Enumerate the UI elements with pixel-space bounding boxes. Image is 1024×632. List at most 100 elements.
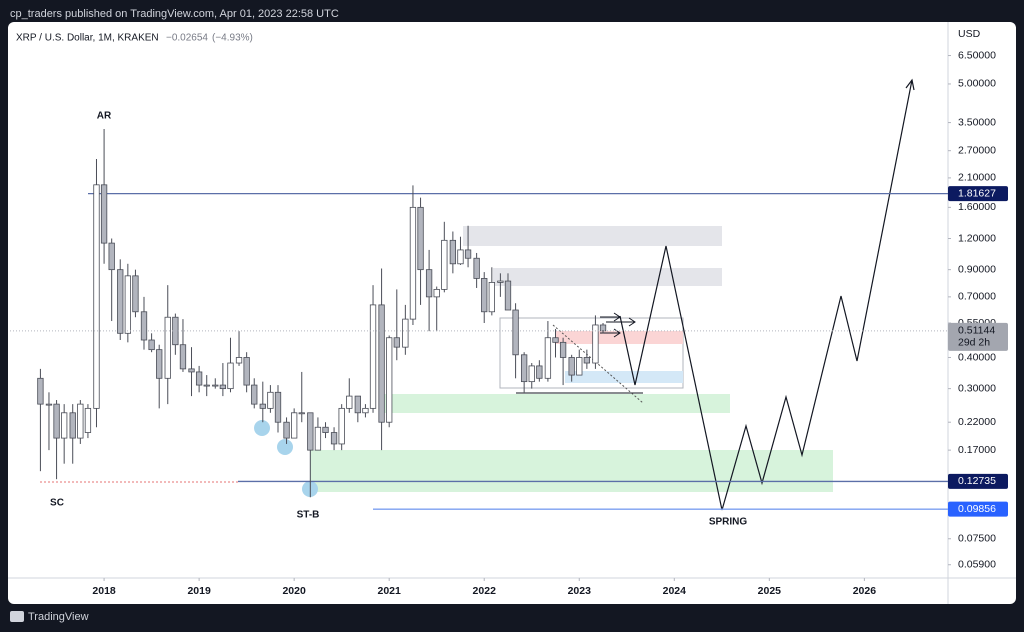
y-tick-label: 1.60000 xyxy=(958,201,996,213)
price-label-box xyxy=(948,473,1008,489)
candle-body xyxy=(473,257,480,279)
candle-body xyxy=(164,316,171,379)
candle-body xyxy=(156,349,163,379)
y-tick-label: 0.05900 xyxy=(958,559,996,571)
candle-body xyxy=(53,403,60,439)
candle-body xyxy=(291,412,298,439)
candle-body xyxy=(425,269,433,298)
candle-body xyxy=(369,304,377,409)
candle-body xyxy=(45,403,53,406)
x-tick-label: 2026 xyxy=(853,585,877,597)
demand-zone xyxy=(380,394,730,413)
symbol-title: XRP / U.S. Dollar, 1M, KRAKEN xyxy=(16,33,159,44)
candle-body xyxy=(235,357,243,364)
candle-body xyxy=(520,354,528,383)
candle-body xyxy=(433,289,440,298)
y-tick-label: 3.50000 xyxy=(958,116,996,128)
footer-brand: TradingView xyxy=(28,611,89,623)
projection-path xyxy=(619,79,913,511)
candle-body xyxy=(195,371,203,386)
candle-body xyxy=(346,395,353,409)
price-label: 1.81627 xyxy=(958,187,996,199)
candle-body xyxy=(488,282,495,313)
candle-body xyxy=(117,269,124,334)
y-tick-label: 1.20000 xyxy=(958,232,996,244)
x-tick-label: 2018 xyxy=(92,585,116,597)
publish-info: cp_traders published on TradingView.com,… xyxy=(10,8,339,20)
y-tick-label: 6.50000 xyxy=(958,49,996,61)
candle-body xyxy=(148,339,155,351)
marker xyxy=(277,439,293,455)
marker xyxy=(254,420,270,436)
candle-body xyxy=(77,403,84,439)
candle-body xyxy=(568,357,575,376)
candle-body xyxy=(307,412,314,451)
demand-zone xyxy=(310,450,833,492)
y-tick-label: 0.70000 xyxy=(958,291,996,303)
price-label: 0.09856 xyxy=(958,503,996,515)
candle-body xyxy=(132,275,139,313)
candle-body xyxy=(449,239,457,265)
candle-body xyxy=(93,184,100,409)
candle-body xyxy=(441,239,448,290)
y-tick-label: 0.22000 xyxy=(958,416,996,428)
candle-body xyxy=(203,384,210,387)
candle-body xyxy=(559,341,567,358)
countdown-label: 29d 2h xyxy=(958,337,990,349)
candle-body xyxy=(528,365,535,383)
candle-body xyxy=(504,280,512,311)
supply-zone xyxy=(493,268,722,286)
candle-body xyxy=(338,407,345,445)
current-price-label: 0.51144 xyxy=(958,325,995,337)
x-tick-label: 2022 xyxy=(473,585,497,597)
y-tick-label: 5.00000 xyxy=(958,78,996,90)
candle-body xyxy=(544,337,552,379)
candle-body xyxy=(100,184,108,244)
candle-body xyxy=(409,206,417,320)
candle-body xyxy=(61,412,68,439)
candle-body xyxy=(481,278,488,313)
candle-body xyxy=(179,344,187,370)
candle-body xyxy=(322,426,329,433)
annotation: SPRING xyxy=(709,517,748,528)
candle-body xyxy=(512,309,519,356)
candle-body xyxy=(37,377,44,405)
y-tick-label: 0.40000 xyxy=(958,351,996,363)
candle-body xyxy=(140,311,148,341)
logo-icon xyxy=(10,611,24,622)
candle-body xyxy=(84,407,92,433)
small-arrows xyxy=(600,312,636,338)
x-tick-label: 2019 xyxy=(187,585,211,597)
y-tick-label: 0.17000 xyxy=(958,444,996,456)
price-label: 0.12735 xyxy=(958,475,996,487)
candle-body xyxy=(227,362,234,390)
annotation: SC xyxy=(50,498,64,509)
candle-body xyxy=(274,391,282,423)
y-tick-label: 0.07500 xyxy=(958,533,996,545)
candle-body xyxy=(552,337,559,343)
candle-body xyxy=(464,249,472,259)
candle-body xyxy=(362,407,369,414)
candle-body xyxy=(576,357,583,376)
price-label-box xyxy=(948,501,1008,517)
range-box xyxy=(499,317,684,389)
candle-body xyxy=(599,324,607,332)
x-tick-label: 2024 xyxy=(663,585,687,597)
candle-body xyxy=(283,421,290,439)
y-tick-label: 0.90000 xyxy=(958,263,996,275)
current-price-box xyxy=(948,322,1008,351)
x-tick-label: 2021 xyxy=(378,585,402,597)
candle-body xyxy=(69,412,76,439)
annotation: AR xyxy=(97,111,112,122)
candle-body xyxy=(354,395,361,414)
annotation: ST-B xyxy=(297,510,320,521)
candle-body xyxy=(417,206,424,271)
candle-body xyxy=(536,365,543,379)
x-tick-label: 2023 xyxy=(568,585,592,597)
x-tick-label: 2025 xyxy=(758,585,782,597)
change: −0.02654 xyxy=(166,33,208,44)
candle-body xyxy=(583,357,591,364)
candle-body xyxy=(243,357,250,386)
currency-label: USD xyxy=(958,28,981,40)
